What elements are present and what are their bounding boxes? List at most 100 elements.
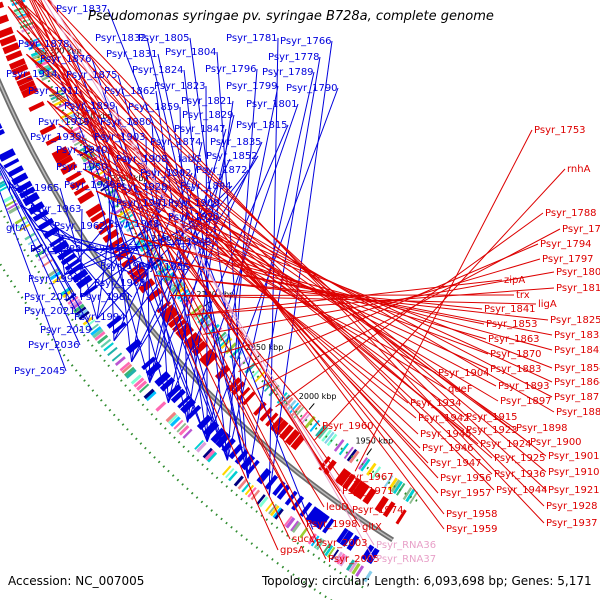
- inner-cog-bar: [14, 8, 29, 16]
- inner-cog-bar: [214, 331, 227, 343]
- label-connector-line: [149, 141, 263, 383]
- forward-gene-arrow: [366, 547, 380, 565]
- reverse-gene-arrow: [171, 318, 187, 333]
- label-connector-line: [155, 90, 208, 442]
- outer-cog-bar: [182, 428, 193, 439]
- forward-gene-arrow: [361, 544, 375, 561]
- label-connector-line: [205, 85, 208, 442]
- reverse-gene-arrow: [355, 482, 370, 500]
- gene-label: Psyr_1804: [165, 47, 217, 58]
- outer-cog-bar: [196, 441, 207, 453]
- inner-cog-bar: [409, 491, 419, 505]
- reverse-gene-arrow: [60, 161, 78, 176]
- outer-cog-bar: [290, 520, 299, 532]
- gene-label: Psyr_1811: [556, 283, 600, 294]
- gene-label: Psyr_2045: [14, 366, 66, 377]
- gene-label: Psyr_1936: [494, 469, 546, 480]
- outer-cog-bar: [169, 416, 181, 427]
- gene-label: rnhA: [567, 164, 591, 175]
- inner-cog-bar: [41, 72, 56, 81]
- outer-cog-bar: [330, 549, 340, 561]
- label-connector-lines: [0, 0, 566, 560]
- outer-cog-bar: [351, 562, 361, 575]
- outer-cog-bar: [121, 363, 133, 374]
- gene-label: Psyr_2036: [28, 340, 80, 351]
- gene-label: Psyr_1939: [30, 132, 82, 143]
- label-connector-line: [82, 168, 447, 390]
- tick-mark: [308, 403, 315, 410]
- reverse-gene-arrow: [18, 80, 36, 92]
- reverse-gene-arrow: [351, 480, 366, 497]
- gene-label: Psyr_1962: [54, 221, 106, 232]
- outer-cog-bar: [165, 411, 177, 423]
- outer-cog-bar: [90, 326, 102, 336]
- forward-gene-arrow: [228, 444, 243, 460]
- gene-label: Psyr_2021: [24, 306, 76, 317]
- label-connector-line: [46, 100, 321, 427]
- inner-cog-bar: [387, 477, 398, 491]
- forward-gene-arrow: [22, 191, 40, 207]
- outer-cog-bar: [204, 449, 216, 461]
- forward-gene-arrow: [336, 527, 349, 544]
- label-connector-line: [0, 169, 81, 346]
- label-connector-line: [40, 0, 327, 560]
- gene-label: Psyr_1893: [498, 381, 550, 392]
- forward-gene-arrow: [177, 395, 192, 409]
- gene-label: Psyr_1872: [196, 165, 248, 176]
- gene-label: Psyr_1998: [306, 519, 358, 530]
- label-connector-line: [19, 0, 351, 511]
- outer-cog-bar: [75, 306, 87, 316]
- inner-cog-bar: [174, 285, 187, 297]
- outer-cog-bar: [228, 470, 238, 482]
- label-connector-line: [80, 208, 83, 298]
- forward-gene-arrow: [346, 534, 360, 551]
- reverse-gene-arrow: [337, 469, 352, 487]
- gene-label: Psyr_1948: [108, 219, 160, 230]
- reverse-gene-arrow: [115, 246, 132, 262]
- gene-label: Psyr_1923: [466, 425, 518, 436]
- gene-label: Psyr_1753: [534, 125, 586, 136]
- inner-cog-bar: [28, 42, 43, 51]
- label-connector-line: [0, 190, 67, 372]
- reverse-gene-arrow: [290, 433, 306, 451]
- inner-cog-bar: [402, 487, 413, 501]
- reverse-gene-arrow: [126, 263, 142, 276]
- label-connector-line: [220, 258, 541, 354]
- inner-cog-bar: [250, 367, 262, 380]
- reverse-gene-arrow: [20, 85, 39, 99]
- label-connector-line: [7, 6, 341, 478]
- gene-label: Psyr_1992: [28, 274, 80, 285]
- outer-cog-bar: [27, 237, 39, 246]
- forward-gene-arrow: [180, 398, 196, 414]
- inner-cog-bar: [366, 462, 377, 476]
- reverse-gene-arrow: [273, 419, 289, 436]
- gene-label: queF: [448, 384, 473, 395]
- gene-label: Psyr_1801: [246, 99, 298, 110]
- outer-cog-bar: [202, 447, 213, 459]
- reverse-gene-arrow: [138, 278, 156, 294]
- gene-label: Psyr_1960: [322, 421, 374, 432]
- reverse-gene-arrow: [94, 217, 111, 231]
- outer-cog-bar: [65, 293, 77, 302]
- label-connector-line: [31, 0, 279, 551]
- label-connector-line: [79, 90, 208, 442]
- gene-label: Psyr_1904: [438, 368, 490, 379]
- outer-cog-bar: [103, 342, 114, 352]
- gene-label: Psyr_1797: [542, 254, 594, 265]
- reverse-gene-arrow: [69, 177, 87, 191]
- reverse-gene-arrow: [56, 155, 74, 168]
- inner-cog-bar: [333, 439, 345, 452]
- gene-label: Psyr_1789: [262, 67, 314, 78]
- outer-cog-bar: [355, 565, 365, 577]
- gene-label: Psyr_1964: [100, 261, 152, 272]
- gene-label: Psyr_1870: [490, 349, 542, 360]
- outer-cog-bar: [345, 559, 355, 571]
- outer-cog-bar: [173, 419, 184, 430]
- gene-label: Psyr_1829: [182, 110, 234, 121]
- outer-cog-bar: [178, 424, 190, 436]
- gene-label: Psyr_1899: [64, 101, 116, 112]
- reverse-gene-arrow: [259, 407, 274, 422]
- gene-label: Psyr_1859: [128, 102, 180, 113]
